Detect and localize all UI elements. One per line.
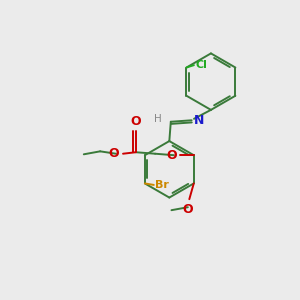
Text: Br: Br [155, 180, 169, 190]
Text: O: O [167, 149, 177, 162]
Text: O: O [182, 203, 193, 216]
Text: N: N [194, 114, 204, 127]
Text: O: O [130, 115, 141, 128]
Text: H: H [154, 114, 161, 124]
Text: Cl: Cl [196, 60, 208, 70]
Text: O: O [109, 147, 119, 160]
